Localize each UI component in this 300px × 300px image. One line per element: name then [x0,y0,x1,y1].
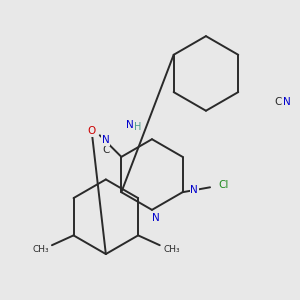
Text: O: O [88,126,96,136]
Text: N: N [190,185,198,195]
Text: CH₃: CH₃ [33,244,50,253]
Text: C: C [102,145,110,155]
Text: CH₃: CH₃ [163,244,180,253]
Text: C: C [275,97,282,107]
Text: N: N [126,121,134,130]
Text: H: H [134,122,141,132]
Text: N: N [102,135,110,145]
Text: N: N [152,213,160,223]
Text: Cl: Cl [219,180,229,190]
Text: N: N [284,97,291,107]
